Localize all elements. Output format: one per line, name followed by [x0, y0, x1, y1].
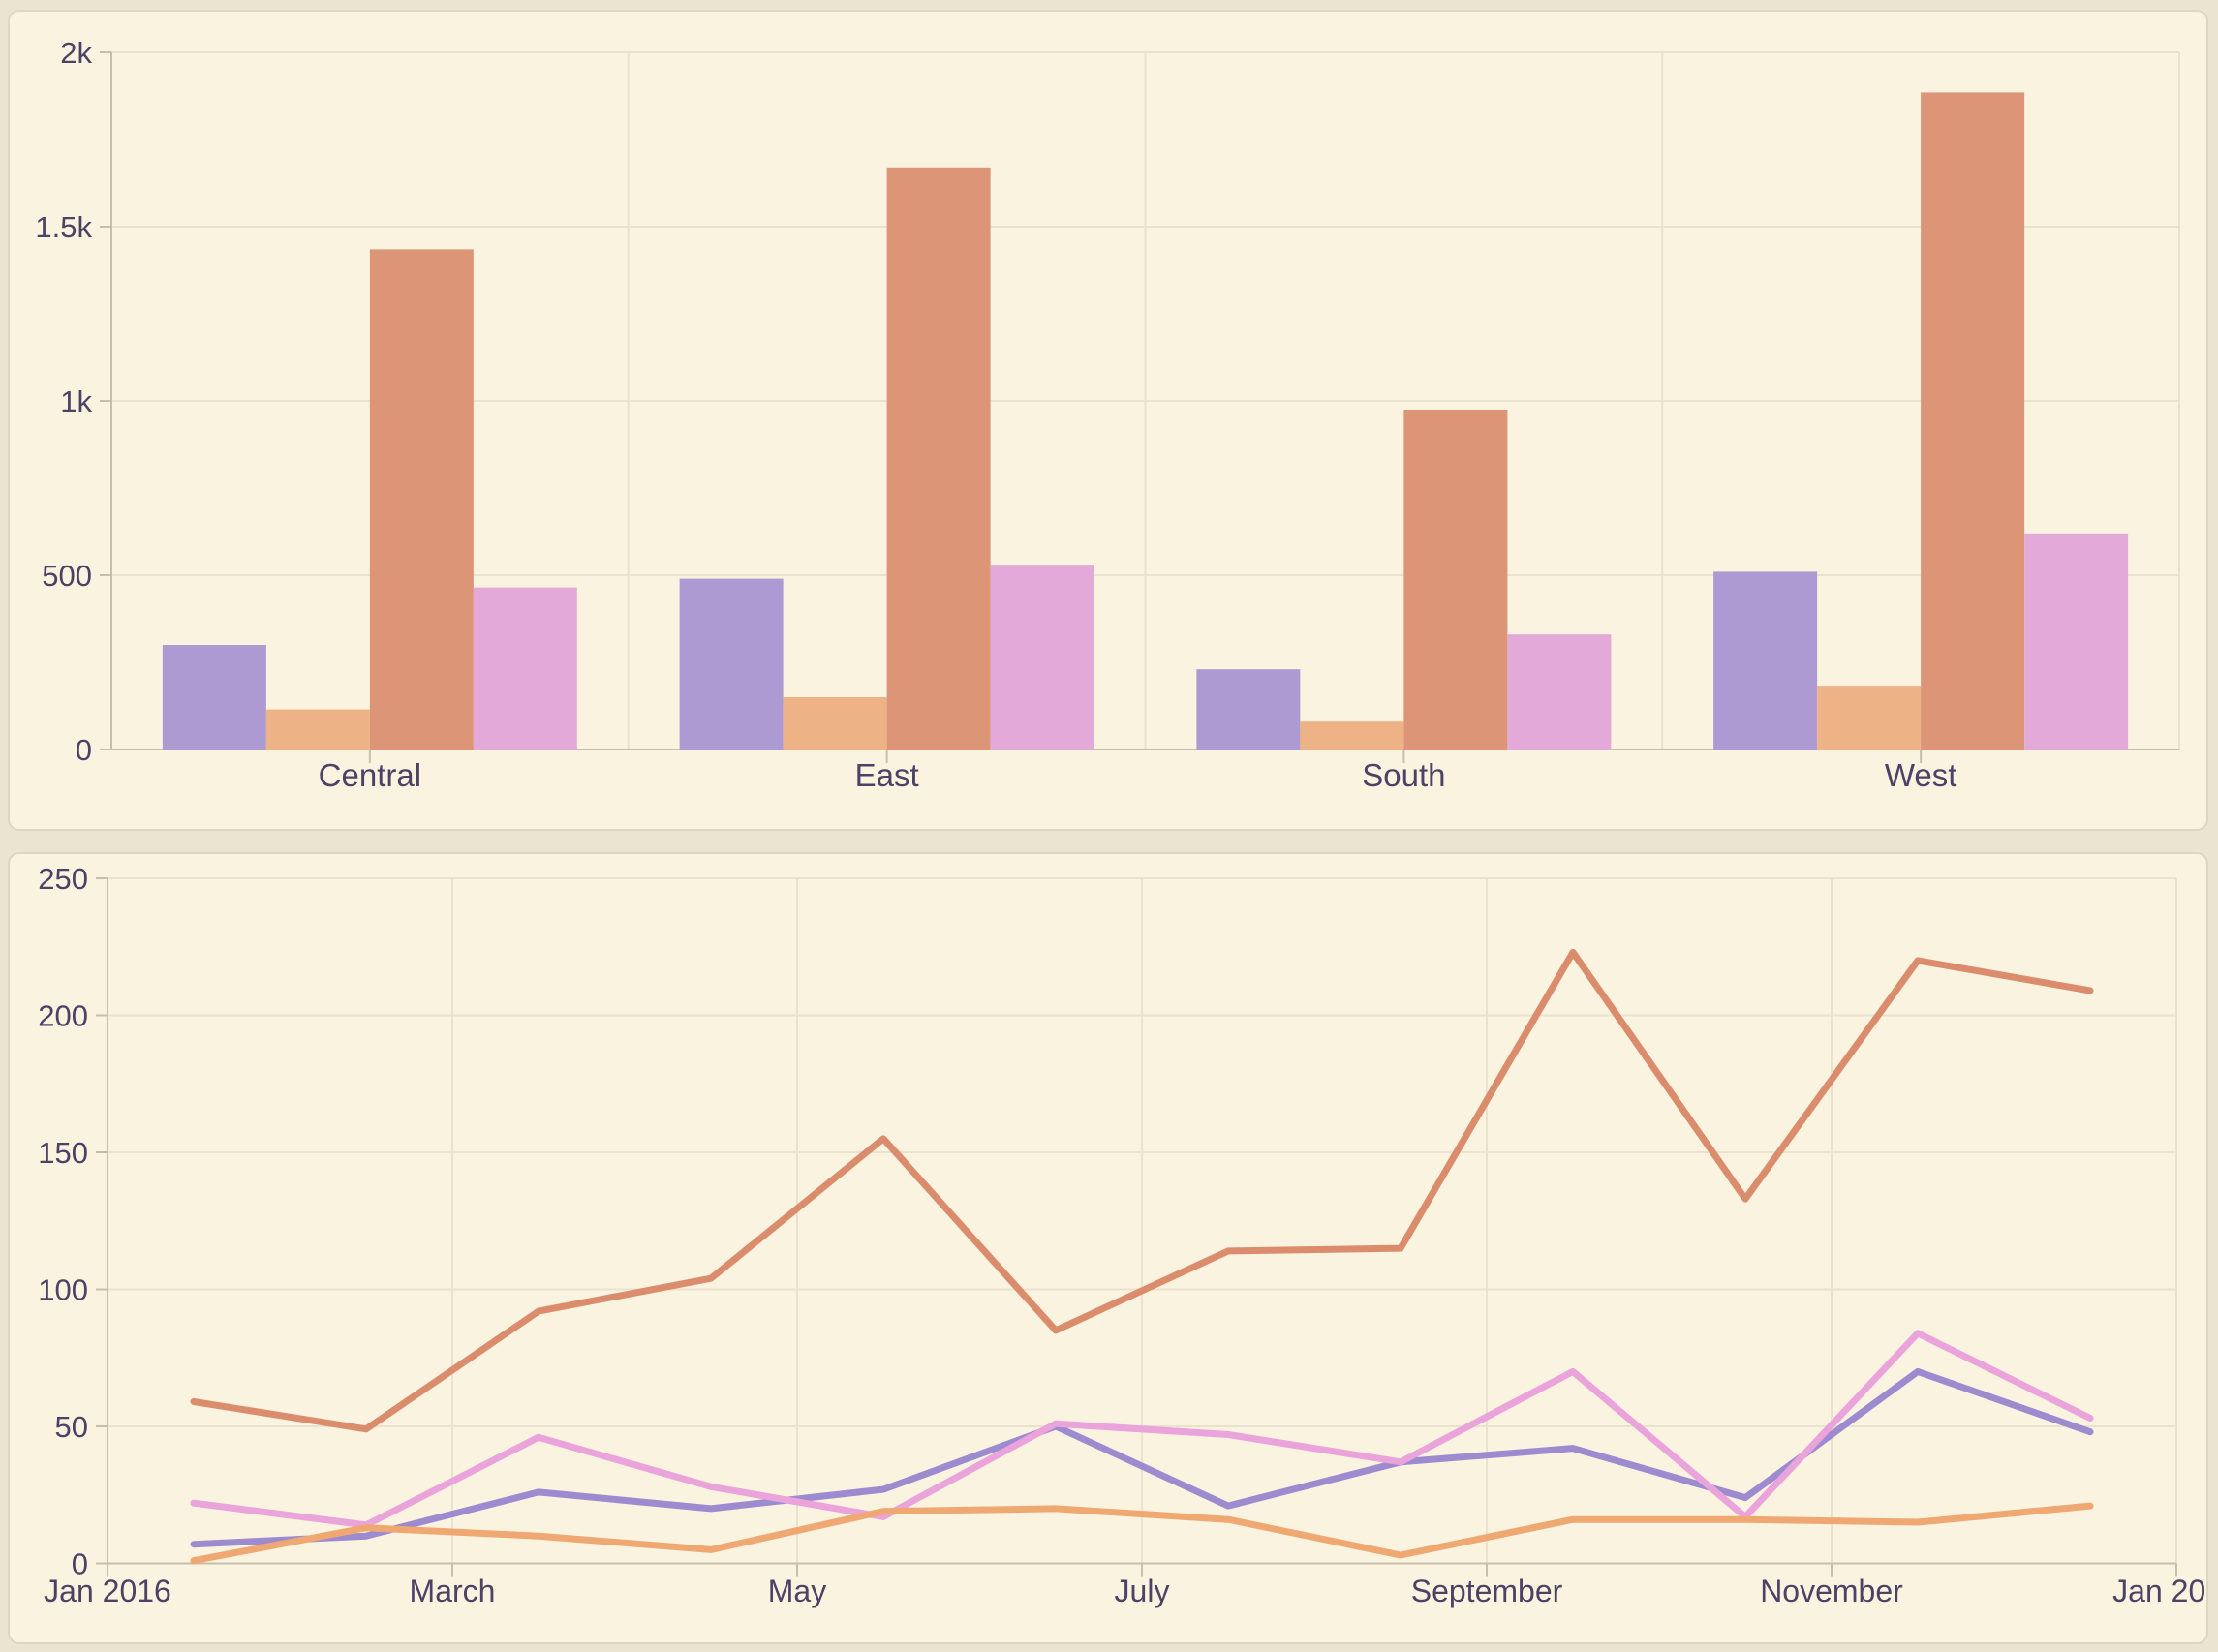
y-axis-tick-label: 1.5k — [35, 210, 92, 244]
bar-south-series-purple[interactable] — [1196, 669, 1301, 750]
bar-east-series-salmon[interactable] — [886, 167, 991, 750]
line-series-pink[interactable] — [190, 1330, 2094, 1529]
x-axis-category-label: East — [855, 757, 919, 793]
y-axis-tick-label: 100 — [38, 1273, 88, 1307]
line-series-salmon[interactable] — [190, 948, 2094, 1433]
x-axis-tick-label: September — [1411, 1574, 1563, 1608]
bar-central-series-salmon[interactable] — [369, 249, 474, 750]
bar-chart-panel: 0 500 1k 1.5k 2k Central East South West — [8, 10, 2208, 831]
bar-east-series-pink[interactable] — [990, 565, 1094, 750]
x-axis-tick-label: Jan 2017 — [2112, 1574, 2206, 1608]
bar-west-series-orange[interactable] — [1817, 686, 1922, 750]
y-axis-tick-label: 0 — [72, 1547, 88, 1581]
x-axis-category-label: South — [1362, 757, 1445, 793]
x-axis-tick-label: November — [1760, 1574, 1903, 1608]
bar-east-series-purple[interactable] — [679, 578, 784, 750]
x-axis-tick-label: May — [768, 1574, 826, 1608]
y-axis-tick-label: 500 — [42, 559, 92, 593]
line-chart-panel: 0 50 100 150 200 250 Jan 2016 March May July Septe… — [8, 852, 2208, 1644]
bar-south-series-pink[interactable] — [1507, 634, 1612, 750]
x-axis-category-label: Central — [319, 757, 421, 793]
bar-west-series-salmon[interactable] — [1921, 92, 2025, 750]
x-axis-tick-label: July — [1115, 1574, 1170, 1608]
y-axis-tick-label: 0 — [76, 733, 92, 767]
bar-west-series-purple[interactable] — [1713, 571, 1818, 750]
bar-east-series-orange[interactable] — [783, 697, 887, 750]
x-axis-tick-label: Jan 2016 — [44, 1574, 171, 1608]
bar-central-series-purple[interactable] — [162, 645, 266, 750]
y-axis-tick-label: 50 — [55, 1410, 88, 1444]
y-axis-tick-label: 2k — [60, 36, 92, 70]
line-chart-canvas: 0 50 100 150 200 250 Jan 2016 March May July Septe… — [38, 862, 2206, 1608]
y-axis-tick-label: 150 — [38, 1136, 88, 1170]
bar-south-series-salmon[interactable] — [1403, 410, 1508, 750]
bar-central-series-pink[interactable] — [473, 587, 577, 750]
x-axis-category-label: West — [1885, 757, 1957, 793]
line-series-orange[interactable] — [190, 1502, 2094, 1565]
line-series-purple[interactable] — [190, 1367, 2094, 1548]
bar-chart-canvas: 0 500 1k 1.5k 2k Central East South West — [35, 36, 2180, 793]
x-axis-tick-label: March — [410, 1574, 496, 1608]
bar-west-series-pink[interactable] — [2024, 533, 2129, 750]
y-axis-tick-label: 1k — [60, 384, 92, 418]
bar-central-series-orange[interactable] — [265, 709, 370, 750]
bar-south-series-orange[interactable] — [1300, 721, 1404, 750]
y-axis-tick-label: 200 — [38, 999, 88, 1033]
y-axis-tick-label: 250 — [38, 862, 88, 896]
